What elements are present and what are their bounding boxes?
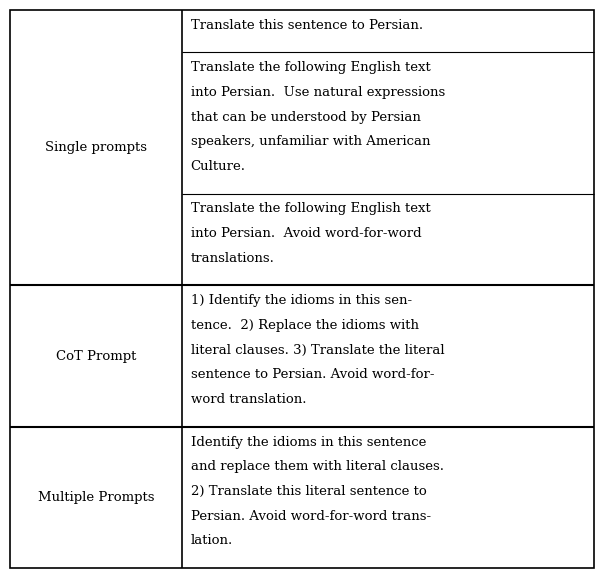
Text: tence.  2) Replace the idioms with: tence. 2) Replace the idioms with <box>191 319 419 332</box>
Text: into Persian.  Use natural expressions: into Persian. Use natural expressions <box>191 86 445 99</box>
Text: Translate the following English text: Translate the following English text <box>191 202 431 216</box>
Text: Single prompts: Single prompts <box>45 141 147 154</box>
Text: translations.: translations. <box>191 252 274 265</box>
Text: Culture.: Culture. <box>191 160 246 173</box>
Text: Translate the following English text: Translate the following English text <box>191 61 431 74</box>
Text: Persian. Avoid word-for-word trans-: Persian. Avoid word-for-word trans- <box>191 510 431 523</box>
Text: lation.: lation. <box>191 535 233 547</box>
Text: sentence to Persian. Avoid word-for-: sentence to Persian. Avoid word-for- <box>191 368 434 381</box>
Text: into Persian.  Avoid word-for-word: into Persian. Avoid word-for-word <box>191 227 421 240</box>
Text: word translation.: word translation. <box>191 393 306 406</box>
Text: that can be understood by Persian: that can be understood by Persian <box>191 110 420 124</box>
Text: literal clauses. 3) Translate the literal: literal clauses. 3) Translate the litera… <box>191 344 444 357</box>
Text: CoT Prompt: CoT Prompt <box>56 350 137 362</box>
Text: Identify the idioms in this sentence: Identify the idioms in this sentence <box>191 436 426 449</box>
Text: 2) Translate this literal sentence to: 2) Translate this literal sentence to <box>191 485 426 498</box>
Text: speakers, unfamiliar with American: speakers, unfamiliar with American <box>191 135 430 149</box>
Text: and replace them with literal clauses.: and replace them with literal clauses. <box>191 460 443 473</box>
Text: Multiple Prompts: Multiple Prompts <box>38 491 155 504</box>
Text: Translate this sentence to Persian.: Translate this sentence to Persian. <box>191 19 423 32</box>
Text: 1) Identify the idioms in this sen-: 1) Identify the idioms in this sen- <box>191 294 412 307</box>
